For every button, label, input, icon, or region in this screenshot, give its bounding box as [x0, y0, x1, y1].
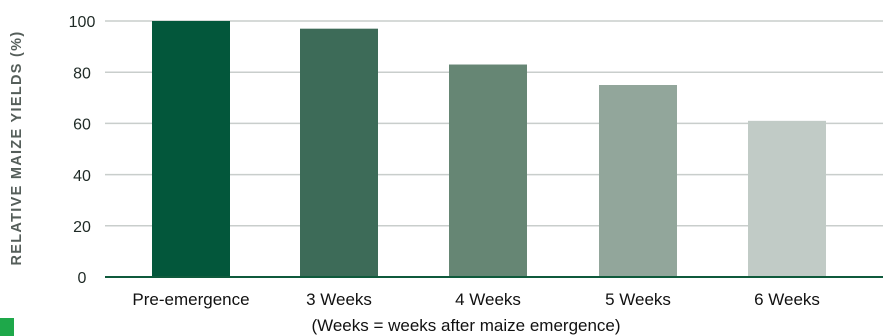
y-tick-label: 0 — [78, 270, 87, 287]
bar-5-weeks — [599, 85, 677, 277]
x-category-label: 5 Weeks — [605, 290, 671, 309]
bar-3-weeks — [300, 28, 378, 278]
bar-6-weeks — [748, 120, 826, 277]
y-axis-title: RELATIVE MAIZE YIELDS (%) — [9, 31, 25, 266]
x-axis-categories: Pre-emergence 3 Weeks 4 Weeks 5 Weeks 6 Week… — [132, 290, 820, 309]
x-category-label: 6 Weeks — [754, 290, 820, 309]
x-category-label: 3 Weeks — [306, 290, 372, 309]
bars — [152, 21, 826, 278]
y-tick-label: 20 — [73, 219, 91, 236]
y-tick-label: 40 — [73, 168, 91, 185]
y-tick-label: 80 — [73, 65, 91, 82]
corner-accent-mark — [0, 318, 14, 336]
bar-pre-emergence — [152, 21, 230, 277]
x-category-label: 4 Weeks — [455, 290, 521, 309]
x-axis-title: (Weeks = weeks after maize emergence) — [311, 316, 620, 335]
bar-4-weeks — [449, 64, 527, 278]
y-tick-label: 100 — [69, 14, 96, 31]
y-tick-label: 60 — [73, 117, 91, 134]
x-category-label: Pre-emergence — [132, 290, 249, 309]
y-axis-ticks: 0 20 40 60 80 100 — [69, 14, 96, 287]
